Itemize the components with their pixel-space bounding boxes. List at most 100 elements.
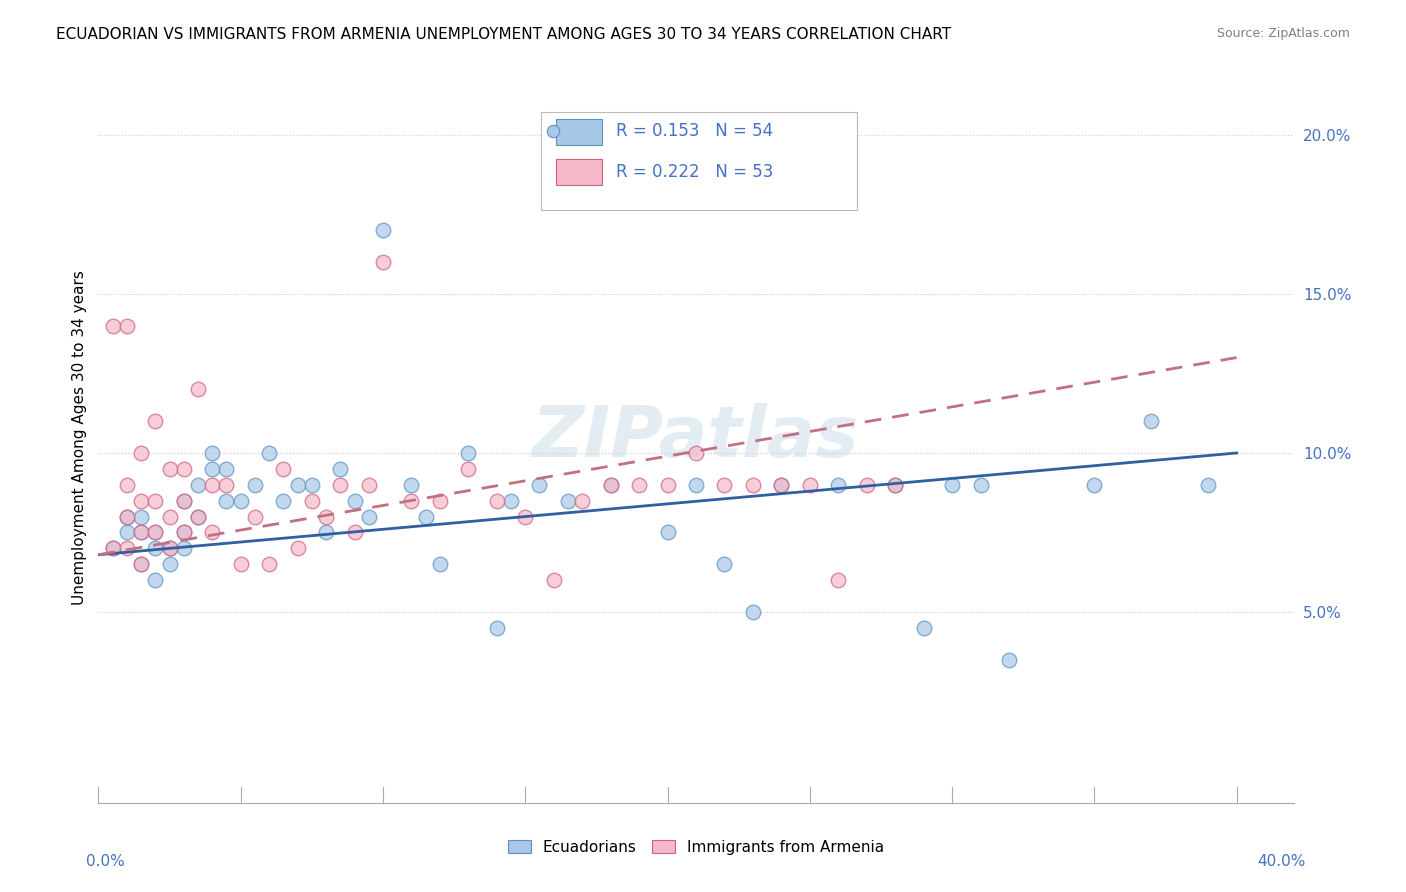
FancyBboxPatch shape <box>541 112 858 211</box>
Point <box>543 573 565 587</box>
Point <box>215 493 238 508</box>
Point <box>571 493 593 508</box>
Point <box>941 477 963 491</box>
Point <box>301 493 323 508</box>
Point <box>129 446 152 460</box>
Point <box>115 509 138 524</box>
Text: 0.0%: 0.0% <box>87 854 125 869</box>
Point <box>628 477 651 491</box>
Point <box>101 318 124 333</box>
Point <box>457 462 479 476</box>
Point <box>143 541 166 556</box>
Point <box>357 477 380 491</box>
Text: R = 0.222   N = 53: R = 0.222 N = 53 <box>616 162 773 180</box>
Point <box>657 525 679 540</box>
Point <box>173 462 195 476</box>
Point <box>429 558 451 572</box>
Point <box>115 318 138 333</box>
Point <box>499 493 522 508</box>
Point <box>215 477 238 491</box>
Point <box>485 493 508 508</box>
Point <box>401 493 423 508</box>
Point <box>287 541 309 556</box>
Point <box>273 462 295 476</box>
Point <box>799 477 821 491</box>
Point <box>401 477 423 491</box>
Point <box>515 509 537 524</box>
Point <box>457 446 479 460</box>
Point <box>1140 414 1163 428</box>
FancyBboxPatch shape <box>557 119 602 145</box>
Point <box>599 477 621 491</box>
Point <box>159 541 181 556</box>
Point <box>827 477 849 491</box>
Point <box>201 446 224 460</box>
Point <box>159 462 181 476</box>
Point <box>329 477 352 491</box>
Point <box>599 477 621 491</box>
Point <box>713 477 735 491</box>
Point <box>741 477 763 491</box>
Point <box>215 462 238 476</box>
Point <box>315 525 337 540</box>
Point <box>827 573 849 587</box>
Point <box>129 509 152 524</box>
Point <box>741 605 763 619</box>
Point <box>912 621 935 635</box>
Point <box>429 493 451 508</box>
Point <box>201 462 224 476</box>
Point <box>685 477 707 491</box>
Text: Source: ZipAtlas.com: Source: ZipAtlas.com <box>1216 27 1350 40</box>
Point <box>115 509 138 524</box>
Point <box>357 509 380 524</box>
Point <box>143 414 166 428</box>
Point <box>229 558 252 572</box>
Point <box>101 541 124 556</box>
Point <box>129 525 152 540</box>
Point <box>529 477 551 491</box>
Point <box>173 525 195 540</box>
FancyBboxPatch shape <box>557 159 602 185</box>
Point <box>115 477 138 491</box>
Text: R = 0.153   N = 54: R = 0.153 N = 54 <box>616 122 773 140</box>
Point <box>143 573 166 587</box>
Point <box>187 383 209 397</box>
Legend: Ecuadorians, Immigrants from Armenia: Ecuadorians, Immigrants from Armenia <box>502 834 890 861</box>
Y-axis label: Unemployment Among Ages 30 to 34 years: Unemployment Among Ages 30 to 34 years <box>72 269 87 605</box>
Point <box>855 477 877 491</box>
Point <box>969 477 991 491</box>
Point <box>713 558 735 572</box>
Point <box>315 509 337 524</box>
Point <box>287 477 309 491</box>
Point <box>129 558 152 572</box>
Point <box>415 509 437 524</box>
Point <box>557 493 579 508</box>
Point <box>159 541 181 556</box>
Point <box>884 477 907 491</box>
Text: 40.0%: 40.0% <box>1257 854 1306 869</box>
Point <box>143 525 166 540</box>
Point <box>187 477 209 491</box>
Point <box>243 509 266 524</box>
Point <box>329 462 352 476</box>
Point <box>115 525 138 540</box>
Point <box>884 477 907 491</box>
Point <box>1197 477 1219 491</box>
Point <box>173 541 195 556</box>
Text: ECUADORIAN VS IMMIGRANTS FROM ARMENIA UNEMPLOYMENT AMONG AGES 30 TO 34 YEARS COR: ECUADORIAN VS IMMIGRANTS FROM ARMENIA UN… <box>56 27 952 42</box>
Point <box>257 446 280 460</box>
Point <box>159 509 181 524</box>
Point <box>657 477 679 491</box>
Text: ZIPatlas: ZIPatlas <box>533 402 859 472</box>
Point <box>998 653 1021 667</box>
Point <box>101 541 124 556</box>
Point <box>243 477 266 491</box>
Point <box>187 509 209 524</box>
Point <box>485 621 508 635</box>
Point <box>129 493 152 508</box>
Point <box>143 525 166 540</box>
Point <box>129 525 152 540</box>
Point <box>115 541 138 556</box>
Point <box>1083 477 1105 491</box>
Point <box>201 525 224 540</box>
